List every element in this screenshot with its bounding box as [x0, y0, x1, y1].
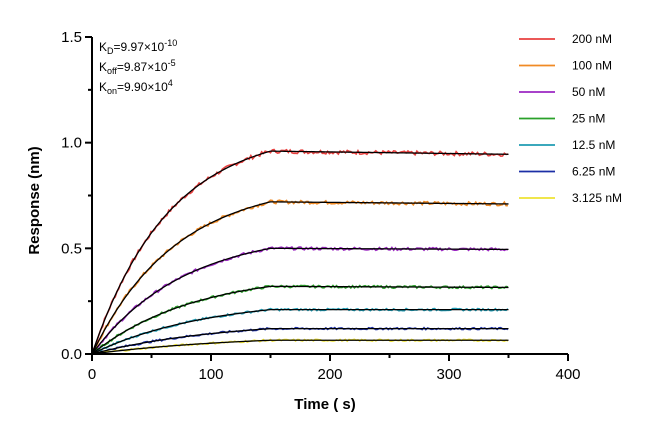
fit-curve-3-125-nm	[91, 339, 509, 355]
legend-label: 12.5 nM	[572, 138, 615, 152]
x-tick-label: 400	[555, 366, 580, 383]
series-line-200-nm	[91, 148, 509, 355]
annotation-kon: Kon=9.90×104	[99, 78, 173, 96]
y-tick-label: 1.0	[61, 135, 82, 152]
fit-curve-6-25-nm	[91, 327, 509, 355]
legend-label: 200 nM	[572, 32, 612, 46]
y-axis-title: Response (nm)	[26, 146, 43, 254]
annotation-layer: KD=9.97×10-10 Koff=9.87×10-5 Kon=9.90×104	[99, 38, 177, 96]
legend-label: 100 nM	[572, 59, 612, 73]
annotation-kd: KD=9.97×10-10	[99, 38, 177, 56]
legend-label: 6.25 nM	[572, 165, 615, 179]
fit-curve-12-5-nm	[91, 308, 509, 355]
legend-label: 25 nM	[572, 112, 605, 126]
annotation-koff: Koff=9.87×10-5	[99, 58, 176, 76]
x-tick-label: 300	[436, 366, 461, 383]
series-line-25-nm	[91, 284, 509, 355]
fit-curve-200-nm	[91, 150, 509, 355]
y-tick-label: 0.0	[61, 346, 82, 363]
legend-label: 3.125 nM	[572, 191, 622, 205]
x-tick-label: 0	[88, 366, 96, 383]
axes-layer: 0.0 0.5 1.0 1.5 0 100 200 300 400 Time ( s) Respon…	[26, 29, 581, 413]
fit-curve-100-nm	[91, 201, 509, 355]
x-axis-title: Time ( s)	[294, 396, 355, 413]
legend-label: 50 nM	[572, 85, 605, 99]
y-tick-label: 0.5	[61, 240, 82, 257]
fit-curve-25-nm	[91, 285, 509, 355]
y-tick-label: 1.5	[61, 29, 82, 46]
x-tick-label: 200	[317, 366, 342, 383]
fit-layer	[91, 150, 509, 355]
fit-curve-50-nm	[91, 247, 509, 355]
legend-layer: 200 nM 100 nM 50 nM 25 nM 12.5 nM 6.25 nM 3.12…	[519, 32, 622, 205]
x-tick-label: 100	[198, 366, 223, 383]
series-layer	[91, 148, 509, 355]
